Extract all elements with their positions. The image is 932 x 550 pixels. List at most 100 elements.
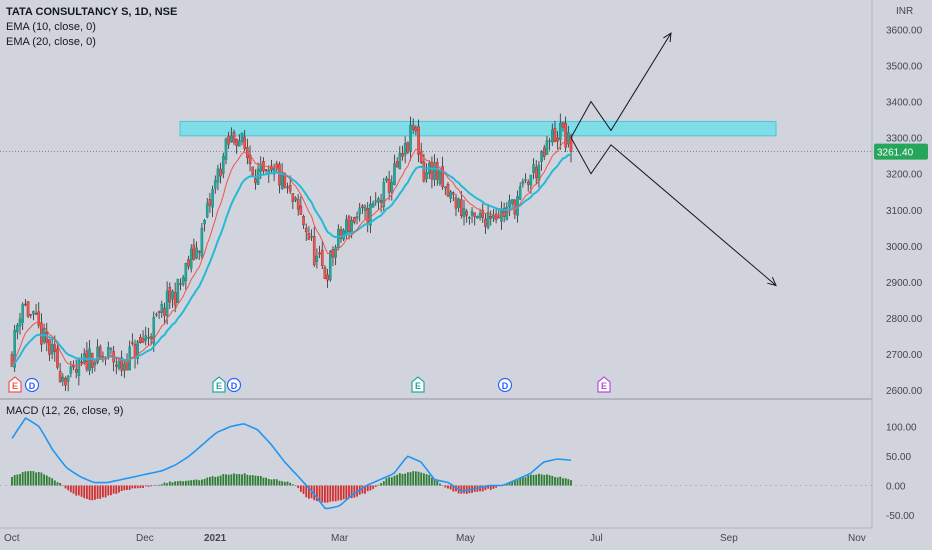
candle[interactable] — [545, 135, 549, 156]
candle[interactable] — [540, 150, 543, 171]
candle[interactable] — [291, 193, 295, 210]
candle[interactable] — [32, 310, 35, 321]
candle[interactable] — [395, 157, 399, 168]
candle[interactable] — [270, 159, 273, 173]
candle[interactable] — [371, 200, 375, 208]
candle[interactable] — [24, 299, 27, 307]
candle[interactable] — [374, 192, 378, 206]
candle[interactable] — [304, 223, 308, 241]
candle[interactable] — [227, 131, 230, 149]
candle[interactable] — [494, 209, 498, 224]
candle[interactable] — [243, 130, 246, 152]
candle[interactable] — [476, 215, 479, 219]
candle[interactable] — [564, 116, 567, 152]
bullish-projection-arrow[interactable] — [570, 32, 672, 138]
candle[interactable] — [326, 268, 329, 288]
candle[interactable] — [26, 301, 30, 319]
candle[interactable] — [18, 312, 22, 335]
candle[interactable] — [409, 116, 412, 161]
candle[interactable] — [430, 156, 434, 189]
earnings-marker[interactable]: E — [597, 376, 611, 393]
candle[interactable] — [361, 204, 364, 214]
candle[interactable] — [484, 213, 487, 234]
candle[interactable] — [211, 185, 214, 218]
candle[interactable] — [460, 191, 463, 219]
candle[interactable] — [189, 244, 193, 273]
candle[interactable] — [58, 362, 62, 383]
candle[interactable] — [339, 226, 343, 243]
candle[interactable] — [468, 216, 471, 225]
candle[interactable] — [553, 120, 557, 143]
candle[interactable] — [331, 246, 335, 267]
candle[interactable] — [358, 202, 362, 222]
candle[interactable] — [534, 160, 538, 185]
candle[interactable] — [45, 322, 49, 352]
candle[interactable] — [438, 169, 442, 187]
dividend-marker[interactable]: D — [226, 377, 242, 393]
candle[interactable] — [478, 208, 482, 221]
candle[interactable] — [435, 158, 439, 186]
candle[interactable] — [500, 201, 503, 230]
candle[interactable] — [216, 164, 220, 191]
candle[interactable] — [518, 182, 522, 201]
candle[interactable] — [492, 208, 495, 222]
candle[interactable] — [366, 202, 370, 233]
candle[interactable] — [296, 194, 300, 216]
candle[interactable] — [160, 300, 164, 318]
candle[interactable] — [470, 207, 474, 224]
candle[interactable] — [302, 214, 305, 229]
candle[interactable] — [502, 202, 506, 223]
candle[interactable] — [133, 339, 137, 369]
candle[interactable] — [334, 244, 337, 266]
dividend-marker[interactable]: D — [497, 377, 513, 393]
candle[interactable] — [66, 374, 70, 392]
candle[interactable] — [556, 131, 559, 150]
candle[interactable] — [449, 189, 452, 203]
candle[interactable] — [187, 255, 190, 270]
candle[interactable] — [433, 154, 436, 187]
candle[interactable] — [369, 196, 372, 234]
candle[interactable] — [393, 154, 396, 186]
candle[interactable] — [473, 212, 477, 226]
earnings-marker[interactable]: E — [411, 376, 425, 393]
candle[interactable] — [526, 179, 530, 192]
candle[interactable] — [176, 278, 180, 303]
candle[interactable] — [320, 240, 324, 270]
candle[interactable] — [559, 113, 562, 150]
candle[interactable] — [238, 134, 241, 147]
candle[interactable] — [446, 182, 450, 197]
candle[interactable] — [136, 339, 140, 365]
candle[interactable] — [115, 356, 118, 375]
candle[interactable] — [521, 178, 525, 188]
candle[interactable] — [219, 162, 222, 184]
candle[interactable] — [505, 202, 509, 221]
candle[interactable] — [246, 138, 249, 165]
ema20-line[interactable] — [11, 153, 572, 368]
candle[interactable] — [278, 161, 281, 194]
candle[interactable] — [101, 351, 105, 363]
candle[interactable] — [163, 302, 166, 324]
candle[interactable] — [481, 203, 485, 223]
candle[interactable] — [567, 125, 570, 148]
candle[interactable] — [197, 250, 201, 261]
candle[interactable] — [205, 198, 209, 219]
candle[interactable] — [184, 262, 188, 290]
candle[interactable] — [213, 175, 217, 194]
candle[interactable] — [417, 119, 420, 163]
candle[interactable] — [235, 138, 238, 154]
candle[interactable] — [387, 170, 391, 201]
candle[interactable] — [457, 197, 460, 213]
candle[interactable] — [173, 282, 177, 313]
candle[interactable] — [548, 137, 551, 151]
candle[interactable] — [411, 118, 415, 134]
candle[interactable] — [109, 347, 113, 355]
candle[interactable] — [524, 173, 527, 183]
candle[interactable] — [144, 326, 148, 346]
candle[interactable] — [61, 373, 65, 387]
candle[interactable] — [403, 136, 407, 164]
candle[interactable] — [232, 129, 236, 146]
candle[interactable] — [398, 146, 402, 170]
candle[interactable] — [248, 145, 252, 172]
